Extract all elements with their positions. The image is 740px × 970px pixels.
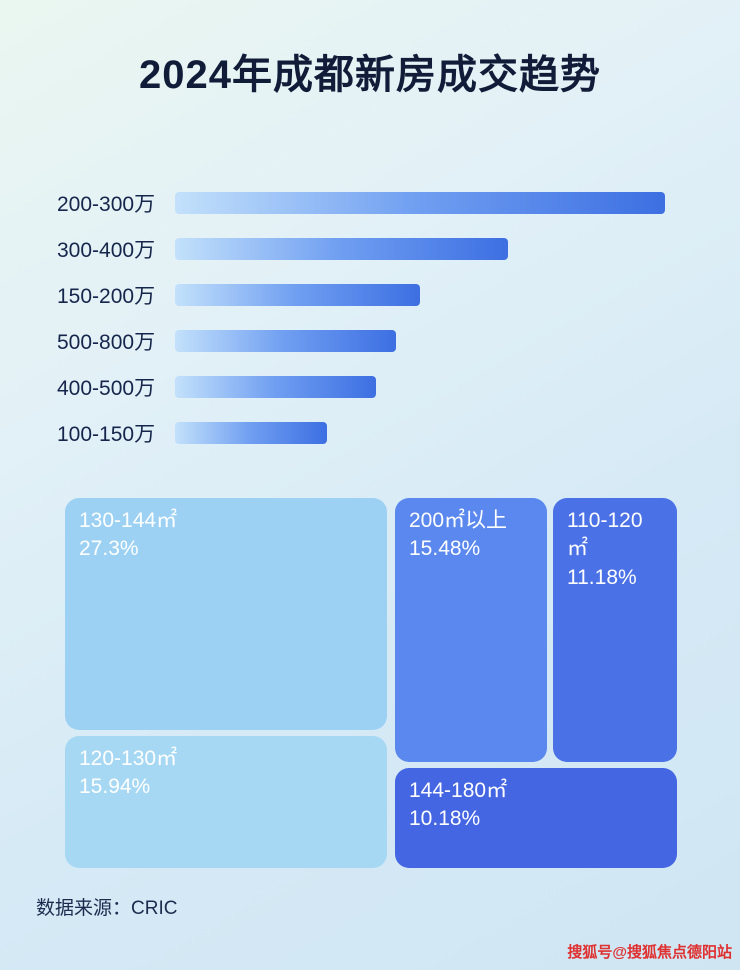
treemap-block-130-144: 130-144㎡ 27.3% — [65, 498, 387, 730]
data-source-note: 数据来源：CRIC — [36, 898, 178, 919]
treemap-block-label: 110-120㎡ — [567, 509, 643, 561]
bar-row: 500-800万 — [57, 318, 689, 364]
bar-category-label: 300-400万 — [57, 239, 156, 262]
bar-track — [175, 376, 665, 398]
treemap-block-label: 120-130㎡ — [79, 747, 178, 770]
bar — [175, 238, 509, 260]
bar-category-label: 100-150万 — [57, 423, 156, 446]
bar-row: 100-150万 — [57, 410, 689, 456]
bar — [175, 330, 396, 352]
bar-row: 150-200万 — [57, 272, 689, 318]
treemap-block-label: 144-180㎡ — [409, 779, 508, 802]
treemap-block-200-plus: 200㎡以上 15.48% — [395, 498, 547, 762]
treemap-block-144-180: 144-180㎡ 10.18% — [395, 768, 677, 868]
treemap-block-value: 11.18% — [567, 565, 637, 589]
treemap-block-label: 200㎡以上 — [409, 509, 508, 532]
treemap-block-110-120: 110-120㎡ 11.18% — [553, 498, 677, 762]
bar-track — [175, 422, 665, 444]
treemap-block-value: 15.94% — [79, 775, 151, 799]
bar-track — [175, 238, 665, 260]
watermark-text: 搜狐号@搜狐焦点德阳站 — [567, 944, 732, 961]
treemap-block-label: 130-144㎡ — [79, 509, 178, 532]
bar-category-label: 400-500万 — [57, 377, 156, 400]
bar — [175, 192, 665, 214]
treemap-block-value: 10.18% — [409, 807, 481, 831]
bar-track — [175, 330, 665, 352]
bar-track — [175, 284, 665, 306]
bar-category-label: 500-800万 — [57, 331, 156, 354]
page-title: 2024年成都新房成交趋势 — [139, 53, 601, 97]
bar-category-label: 200-300万 — [57, 193, 156, 216]
treemap-block-120-130: 120-130㎡ 15.94% — [65, 736, 387, 868]
bar — [175, 284, 420, 306]
bar-row: 300-400万 — [57, 226, 689, 272]
price-range-bar-chart: 200-300万 300-400万 150-200万 500-800万 400-500万… — [57, 180, 689, 456]
treemap-block-value: 15.48% — [409, 537, 481, 561]
bar-category-label: 150-200万 — [57, 285, 156, 308]
bar-row: 200-300万 — [57, 180, 689, 226]
treemap-block-value: 27.3% — [79, 537, 139, 561]
bar-track — [175, 192, 665, 214]
area-size-treemap: 130-144㎡ 27.3% 120-130㎡ 15.94% 200㎡以上 15… — [65, 498, 677, 868]
bar — [175, 376, 376, 398]
bar — [175, 422, 327, 444]
bar-row: 400-500万 — [57, 364, 689, 410]
